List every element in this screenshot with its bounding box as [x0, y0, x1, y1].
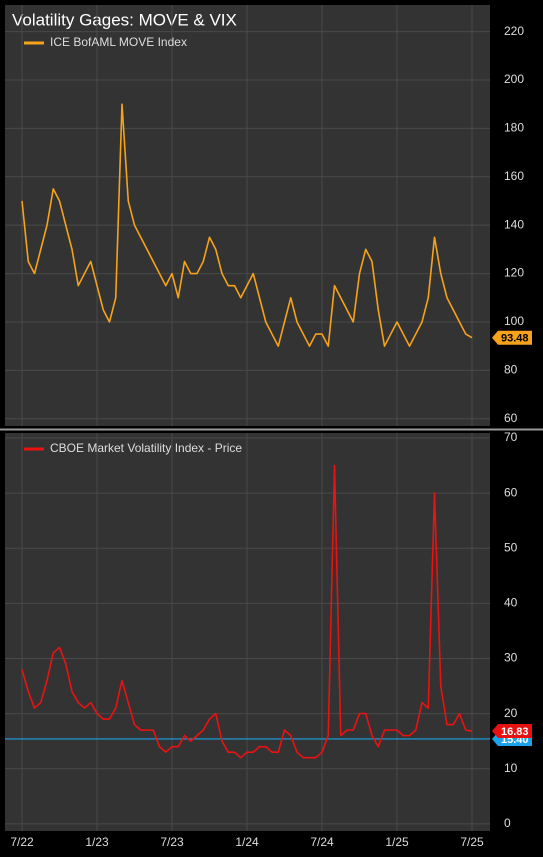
y-tick-label: 60	[504, 485, 518, 499]
y-tick-label: 30	[504, 651, 518, 665]
last-value-label: 16.83	[501, 726, 529, 738]
y-tick-label: 180	[504, 121, 524, 135]
x-tick-label: 7/23	[160, 835, 184, 849]
y-tick-label: 200	[504, 72, 524, 86]
series-line	[21, 464, 473, 759]
legend-label: CBOE Market Volatility Index - Price	[50, 441, 242, 455]
x-tick-label: 1/24	[235, 835, 259, 849]
chart-title: Volatility Gages: MOVE & VIX	[12, 10, 237, 29]
y-tick-label: 120	[504, 266, 524, 280]
last-value-label: 93.48	[501, 333, 529, 345]
y-tick-label: 40	[504, 596, 518, 610]
y-tick-label: 220	[504, 24, 524, 38]
y-tick-label: 0	[504, 816, 511, 830]
y-tick-label: 50	[504, 540, 518, 554]
y-tick-label: 140	[504, 217, 524, 231]
y-tick-label: 100	[504, 314, 524, 328]
x-tick-label: 7/24	[310, 835, 334, 849]
y-tick-label: 160	[504, 169, 524, 183]
y-tick-label: 20	[504, 706, 518, 720]
y-tick-label: 10	[504, 761, 518, 775]
y-tick-label: 80	[504, 363, 518, 377]
x-tick-label: 1/25	[385, 835, 409, 849]
x-tick-label: 7/25	[460, 835, 484, 849]
x-tick-label: 1/23	[85, 835, 109, 849]
legend-label: ICE BofAML MOVE Index	[50, 35, 187, 49]
y-tick-label: 70	[504, 430, 518, 444]
x-tick-label: 7/22	[10, 835, 34, 849]
value-flag	[492, 724, 532, 739]
value-flag	[492, 330, 532, 345]
y-tick-label: 60	[504, 411, 518, 425]
series-line	[21, 103, 473, 347]
